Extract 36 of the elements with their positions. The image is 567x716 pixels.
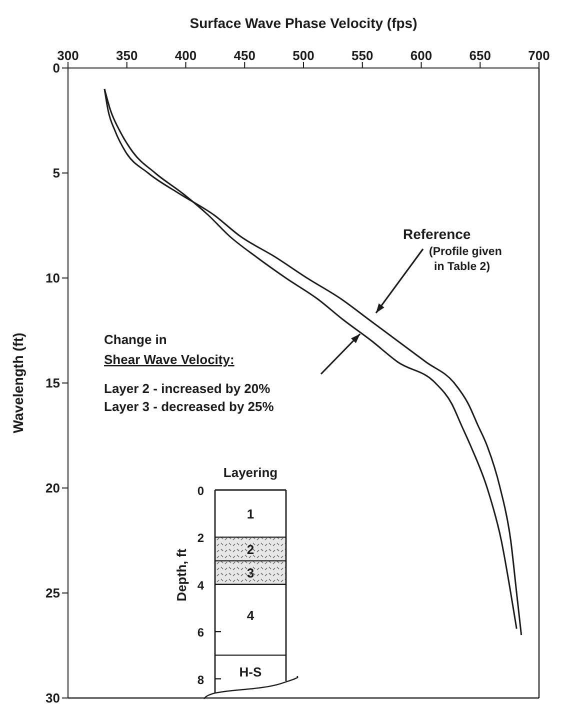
annotation: 8 bbox=[197, 672, 204, 687]
annotation: 6 bbox=[197, 626, 204, 640]
x-tick-label: 600 bbox=[410, 48, 432, 63]
annotation: Layering bbox=[223, 465, 278, 480]
annotation: Layer 2 - increased by 20% bbox=[104, 381, 271, 396]
annotation: Change in bbox=[104, 332, 167, 347]
x-tick-label: 450 bbox=[234, 48, 256, 63]
text: Reference bbox=[403, 226, 471, 242]
y-tick-label: 20 bbox=[46, 480, 60, 496]
y-tick-label: 25 bbox=[46, 586, 60, 601]
x-tick-label: 350 bbox=[116, 48, 138, 63]
y-tick-label: 0 bbox=[52, 60, 60, 76]
annotation: H-S bbox=[239, 664, 262, 680]
annotation: Depth, ft bbox=[174, 548, 189, 602]
y-tick-label: 5 bbox=[52, 166, 60, 181]
annotation: (Profile given in Table 2) bbox=[429, 246, 502, 273]
x-tick-label: 700 bbox=[528, 48, 550, 63]
x-tick-label: 300 bbox=[57, 48, 79, 63]
x-axis-title: Surface Wave Phase Velocity (fps) bbox=[190, 14, 418, 31]
x-tick-label: 650 bbox=[469, 48, 491, 63]
annotation: 0 bbox=[197, 484, 204, 498]
y-axis-title: Wavelength (ft) bbox=[10, 332, 26, 434]
annotation: Layer 3 - decreased by 25% bbox=[104, 399, 274, 414]
y-tick-label: 10 bbox=[46, 270, 60, 286]
x-tick-label: 400 bbox=[174, 48, 197, 63]
y-tick-label: 30 bbox=[46, 690, 60, 706]
annotation: 2 bbox=[246, 542, 254, 557]
annotation: 2 bbox=[197, 531, 204, 546]
annotation: 1 bbox=[246, 506, 254, 522]
y-tick-label: 15 bbox=[46, 376, 60, 391]
annotation: Shear Wave Velocity: bbox=[104, 352, 234, 367]
annotation: 3 bbox=[246, 566, 254, 581]
x-tick-label: 500 bbox=[292, 48, 314, 63]
x-tick-label: 550 bbox=[352, 48, 374, 63]
annotation: 4 bbox=[197, 578, 204, 592]
annotation: 4 bbox=[246, 608, 255, 624]
